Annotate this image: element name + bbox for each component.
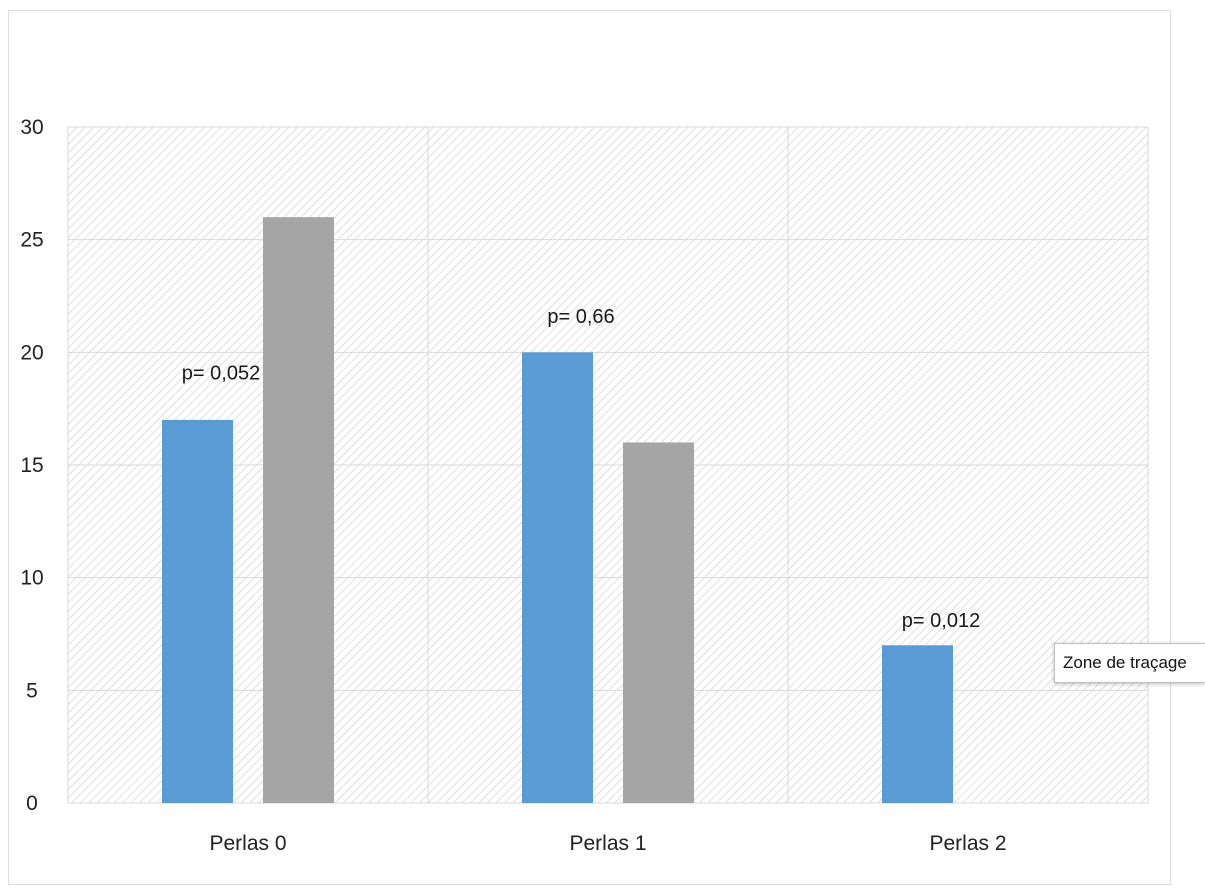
bar-1-series-2[interactable]: [263, 217, 334, 804]
y-tick-label: 0: [26, 792, 38, 815]
y-axis-tick-labels: 0 5 10 15 20 25 30: [20, 116, 43, 815]
p-value-label: p= 0,012: [902, 610, 980, 632]
bar-2-series-1[interactable]: [522, 352, 593, 803]
p-value-label: p= 0,66: [547, 306, 614, 328]
bars: [162, 217, 953, 804]
x-tick-label: Perlas 2: [929, 832, 1006, 855]
p-value-annotations: p= 0,052 p= 0,66 p= 0,012: [182, 306, 980, 632]
y-tick-label: 15: [20, 454, 43, 477]
p-value-label: p= 0,052: [182, 362, 260, 384]
y-tick-label: 20: [20, 341, 43, 364]
x-tick-label: Perlas 0: [209, 832, 286, 855]
y-tick-label: 10: [20, 567, 43, 590]
x-axis-tick-labels: Perlas 0 Perlas 1 Perlas 2: [209, 832, 1006, 855]
y-tick-label: 25: [20, 229, 43, 252]
y-tick-label: 5: [26, 679, 38, 702]
y-tick-label: 30: [20, 116, 43, 139]
x-tick-label: Perlas 1: [569, 832, 646, 855]
bar-2-series-2[interactable]: [623, 442, 694, 803]
plot-area-tooltip: Zone de traçage: [1054, 643, 1205, 683]
bar-3-series-1[interactable]: [882, 645, 953, 803]
bar-1-series-1[interactable]: [162, 419, 233, 803]
vertical-gridlines: [67, 127, 1149, 803]
horizontal-gridlines: [68, 126, 1148, 804]
